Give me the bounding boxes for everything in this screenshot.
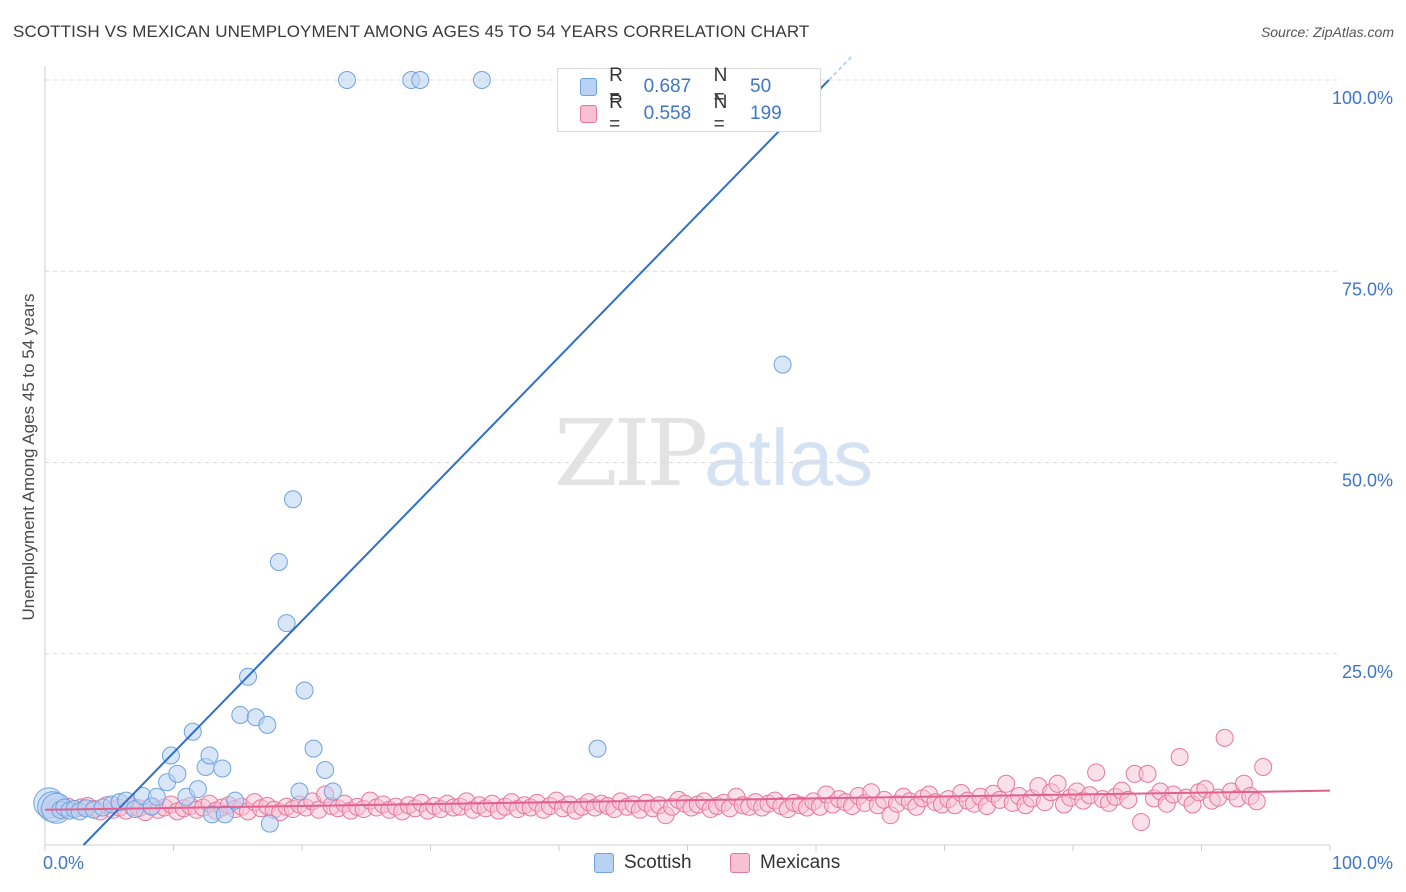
scottish-point — [295, 681, 314, 700]
legend-n-value: 199 — [750, 103, 782, 124]
legend-row-mexicans: R = 0.558 N = 199 — [580, 92, 820, 135]
scottish-point — [337, 71, 356, 89]
bottom-legend-mexicans-label: Mexicans — [760, 852, 841, 873]
scottish-swatch — [594, 853, 614, 873]
scottish-trend-extension — [828, 55, 853, 81]
bottom-legend: Scottish Mexicans — [0, 852, 1406, 876]
mexicans-point — [1247, 792, 1266, 811]
mexicans-point — [1215, 728, 1234, 747]
legend: R = 0.687 N = 50 R = 0.558 N = 199 — [557, 65, 821, 135]
bottom-legend-scottish: Scottish — [594, 852, 692, 874]
scottish-point — [188, 780, 207, 799]
scottish-point — [269, 552, 288, 571]
scottish-point — [304, 739, 323, 758]
y-axis-label: Unemployment Among Ages 45 to 54 years — [19, 294, 38, 621]
scottish-point — [200, 746, 219, 765]
scottish-point — [226, 791, 245, 810]
axes — [44, 66, 1331, 851]
y-tick-label: 100.0% — [1332, 88, 1393, 108]
legend-n-label: N = — [713, 65, 728, 108]
bottom-legend-mexicans: Mexicans — [730, 852, 840, 874]
chart-title: SCOTTISH VS MEXICAN UNEMPLOYMENT AMONG A… — [13, 22, 810, 41]
bottom-legend-scottish-label: Scottish — [624, 852, 692, 873]
mexicans-point — [1087, 763, 1106, 782]
scottish-trend-line — [82, 79, 830, 846]
scottish-points — [33, 71, 792, 833]
scottish-point — [290, 782, 309, 801]
scottish-point — [231, 705, 250, 724]
source-label: Source: ZipAtlas.com — [1260, 24, 1394, 40]
mexicans-point — [1170, 748, 1189, 767]
scottish-point — [323, 782, 342, 801]
legend-r-label: R = — [609, 92, 623, 135]
trend-lines — [44, 55, 1331, 846]
scottish-point — [213, 759, 232, 778]
mexicans-swatch — [580, 105, 598, 123]
scottish-point — [277, 614, 296, 633]
mexicans-swatch — [730, 853, 750, 873]
scottish-point — [472, 71, 491, 89]
legend-r-label: R = — [609, 65, 623, 108]
legend-r-value: 0.687 — [643, 76, 692, 97]
scottish-point — [411, 71, 430, 89]
scottish-point — [284, 490, 303, 509]
watermark: ZIPatlas — [554, 400, 873, 507]
y-tick-label: 25.0% — [1342, 662, 1393, 682]
scottish-point — [258, 715, 277, 734]
mexicans-point — [1254, 757, 1273, 776]
x-tick-min: 0.0% — [43, 853, 84, 873]
scottish-point — [168, 764, 187, 783]
mexicans-point — [1138, 764, 1157, 783]
scottish-point — [215, 805, 234, 824]
mexicans-trend-line — [44, 789, 1331, 811]
scottish-point — [260, 814, 279, 833]
tick-labels: 25.0% 50.0% 75.0% 100.0% — [1332, 88, 1393, 682]
legend-row-scottish: R = 0.687 N = 50 — [580, 65, 820, 108]
grid-lines — [45, 79, 1340, 655]
mexicans-point — [997, 774, 1016, 793]
mexicans-point — [1119, 790, 1138, 809]
scottish-point — [147, 787, 166, 806]
watermark-zip: ZIP — [554, 400, 708, 507]
y-tick-label: 75.0% — [1342, 279, 1393, 299]
scottish-point — [588, 739, 607, 758]
legend-n-value: 50 — [750, 76, 772, 97]
mexicans-point — [1132, 813, 1151, 832]
scottish-point — [773, 355, 792, 374]
watermark-atlas: atlas — [704, 413, 874, 502]
legend-r-value: 0.558 — [643, 103, 692, 124]
legend-n-label: N = — [713, 92, 728, 135]
y-tick-label: 50.0% — [1342, 471, 1393, 491]
scottish-point — [316, 761, 335, 780]
scottish-swatch — [580, 78, 598, 96]
mexicans-point — [1048, 774, 1067, 793]
x-tick-max: 100.0% — [1332, 853, 1393, 873]
